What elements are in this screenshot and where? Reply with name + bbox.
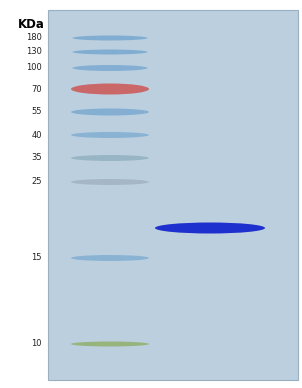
Text: 100: 100 (26, 64, 42, 73)
Ellipse shape (72, 65, 147, 71)
Ellipse shape (71, 179, 149, 185)
Text: 35: 35 (31, 154, 42, 163)
Text: 130: 130 (26, 47, 42, 57)
Ellipse shape (71, 341, 149, 346)
Ellipse shape (72, 35, 147, 40)
Text: KDa: KDa (18, 18, 45, 31)
Ellipse shape (155, 222, 265, 234)
Ellipse shape (71, 132, 149, 138)
Text: 40: 40 (31, 130, 42, 140)
Text: 25: 25 (31, 177, 42, 187)
Text: 10: 10 (31, 340, 42, 348)
Text: 70: 70 (31, 85, 42, 94)
Text: 55: 55 (31, 107, 42, 116)
FancyBboxPatch shape (48, 10, 298, 380)
Ellipse shape (71, 155, 149, 161)
Ellipse shape (71, 83, 149, 95)
Ellipse shape (71, 109, 149, 116)
Text: 15: 15 (31, 253, 42, 263)
Ellipse shape (72, 50, 147, 54)
Text: 180: 180 (26, 33, 42, 43)
Ellipse shape (71, 255, 149, 261)
